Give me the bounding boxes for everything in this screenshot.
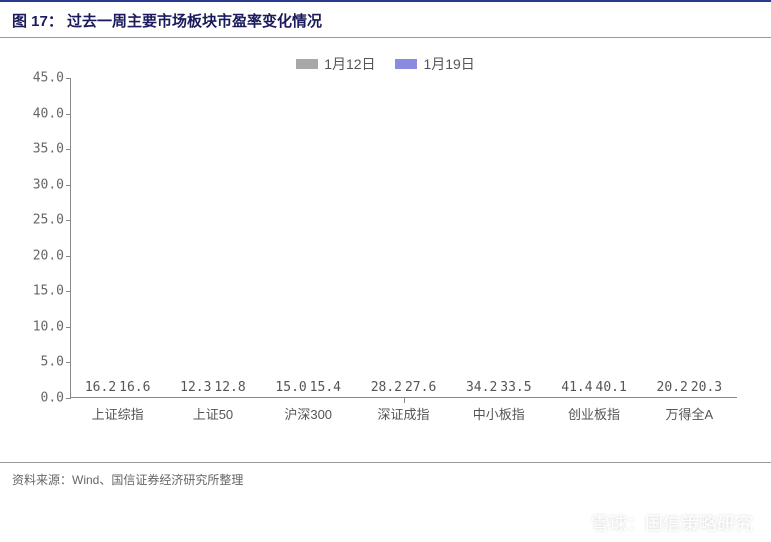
source-row: 资料来源：Wind、国信证券经济研究所整理 bbox=[0, 463, 771, 496]
y-tick-label: 25.0 bbox=[33, 213, 64, 228]
bar-value-label: 41.4 bbox=[561, 380, 592, 395]
y-axis: 0.05.010.015.020.025.030.035.040.045.0 bbox=[24, 78, 68, 398]
legend-label-0: 1月12日 bbox=[324, 54, 375, 74]
x-tick-label: 沪深300 bbox=[268, 398, 348, 428]
bars-container: 16.216.6 12.312.8 15.0 15.4 28.227.6 34.233.5… bbox=[70, 78, 737, 398]
x-tick-text: 创业板指 bbox=[568, 407, 620, 422]
legend-item-0: 1月12日 bbox=[296, 54, 375, 74]
watermark: 雪球：国信策略研究 bbox=[561, 510, 753, 536]
x-tick-label: 万得全A bbox=[649, 398, 729, 428]
watermark-text: 雪球：国信策略研究 bbox=[591, 510, 753, 536]
bar-value-label: 20.2 bbox=[657, 380, 688, 395]
bar-value-label: 15.0 bbox=[275, 380, 306, 395]
x-tick-label: 创业板指 bbox=[554, 398, 634, 428]
xueqiu-logo-icon bbox=[561, 511, 585, 535]
bar-value-label: 16.6 bbox=[119, 380, 150, 395]
y-tick-label: 30.0 bbox=[33, 177, 64, 192]
x-tick-text: 上证综指 bbox=[92, 407, 144, 422]
legend-swatch-1 bbox=[395, 59, 417, 69]
x-tick-text: 万得全A bbox=[665, 407, 713, 422]
bar-value-label: 28.2 bbox=[371, 380, 402, 395]
legend: 1月12日 1月19日 bbox=[24, 48, 747, 78]
x-tick-text: 上证50 bbox=[193, 407, 233, 422]
figure-number: 图 17： bbox=[12, 13, 63, 30]
y-tick-label: 15.0 bbox=[33, 284, 64, 299]
legend-label-1: 1月19日 bbox=[423, 54, 474, 74]
bar-value-label: 27.6 bbox=[405, 380, 436, 395]
x-tick-label: 上证50 bbox=[173, 398, 253, 428]
x-tick-text: 沪深300 bbox=[284, 407, 332, 422]
bar-value-label: 34.2 bbox=[466, 380, 497, 395]
x-tick-label: 上证综指 bbox=[78, 398, 158, 428]
figure-title-row: 图 17： 过去一周主要市场板块市盈率变化情况 bbox=[0, 2, 771, 37]
bar-value-label: 40.1 bbox=[596, 380, 627, 395]
y-tick-label: 35.0 bbox=[33, 142, 64, 157]
legend-swatch-0 bbox=[296, 59, 318, 69]
x-tick-text: 中小板指 bbox=[473, 407, 525, 422]
y-tick-label: 45.0 bbox=[33, 71, 64, 86]
chart-area: 1月12日 1月19日 0.05.010.015.020.025.030.035… bbox=[0, 38, 771, 458]
bar-value-label: 12.8 bbox=[214, 380, 245, 395]
y-tick-label: 0.0 bbox=[41, 391, 64, 406]
bar-value-label: 16.2 bbox=[85, 380, 116, 395]
source-text: 资料来源：Wind、国信证券经济研究所整理 bbox=[12, 473, 243, 487]
x-tick-text: 深证成指 bbox=[377, 407, 429, 422]
figure-title: 过去一周主要市场板块市盈率变化情况 bbox=[67, 13, 322, 30]
x-axis-labels: 上证综指 上证50 沪深300 深证成指 中小板指 创业板指 万得全A bbox=[70, 398, 737, 428]
plot: 0.05.010.015.020.025.030.035.040.045.0 1… bbox=[70, 78, 737, 428]
y-tick-label: 5.0 bbox=[41, 355, 64, 370]
bar-value-label: 20.3 bbox=[691, 380, 722, 395]
bar-value-label: 12.3 bbox=[180, 380, 211, 395]
y-tick-label: 20.0 bbox=[33, 248, 64, 263]
x-tick-label: 中小板指 bbox=[459, 398, 539, 428]
bar-value-label: 33.5 bbox=[500, 380, 531, 395]
y-tick-label: 10.0 bbox=[33, 319, 64, 334]
x-tick-mark bbox=[404, 398, 405, 403]
legend-item-1: 1月19日 bbox=[395, 54, 474, 74]
y-tick-label: 40.0 bbox=[33, 106, 64, 121]
bar-value-label: 15.4 bbox=[310, 380, 341, 395]
